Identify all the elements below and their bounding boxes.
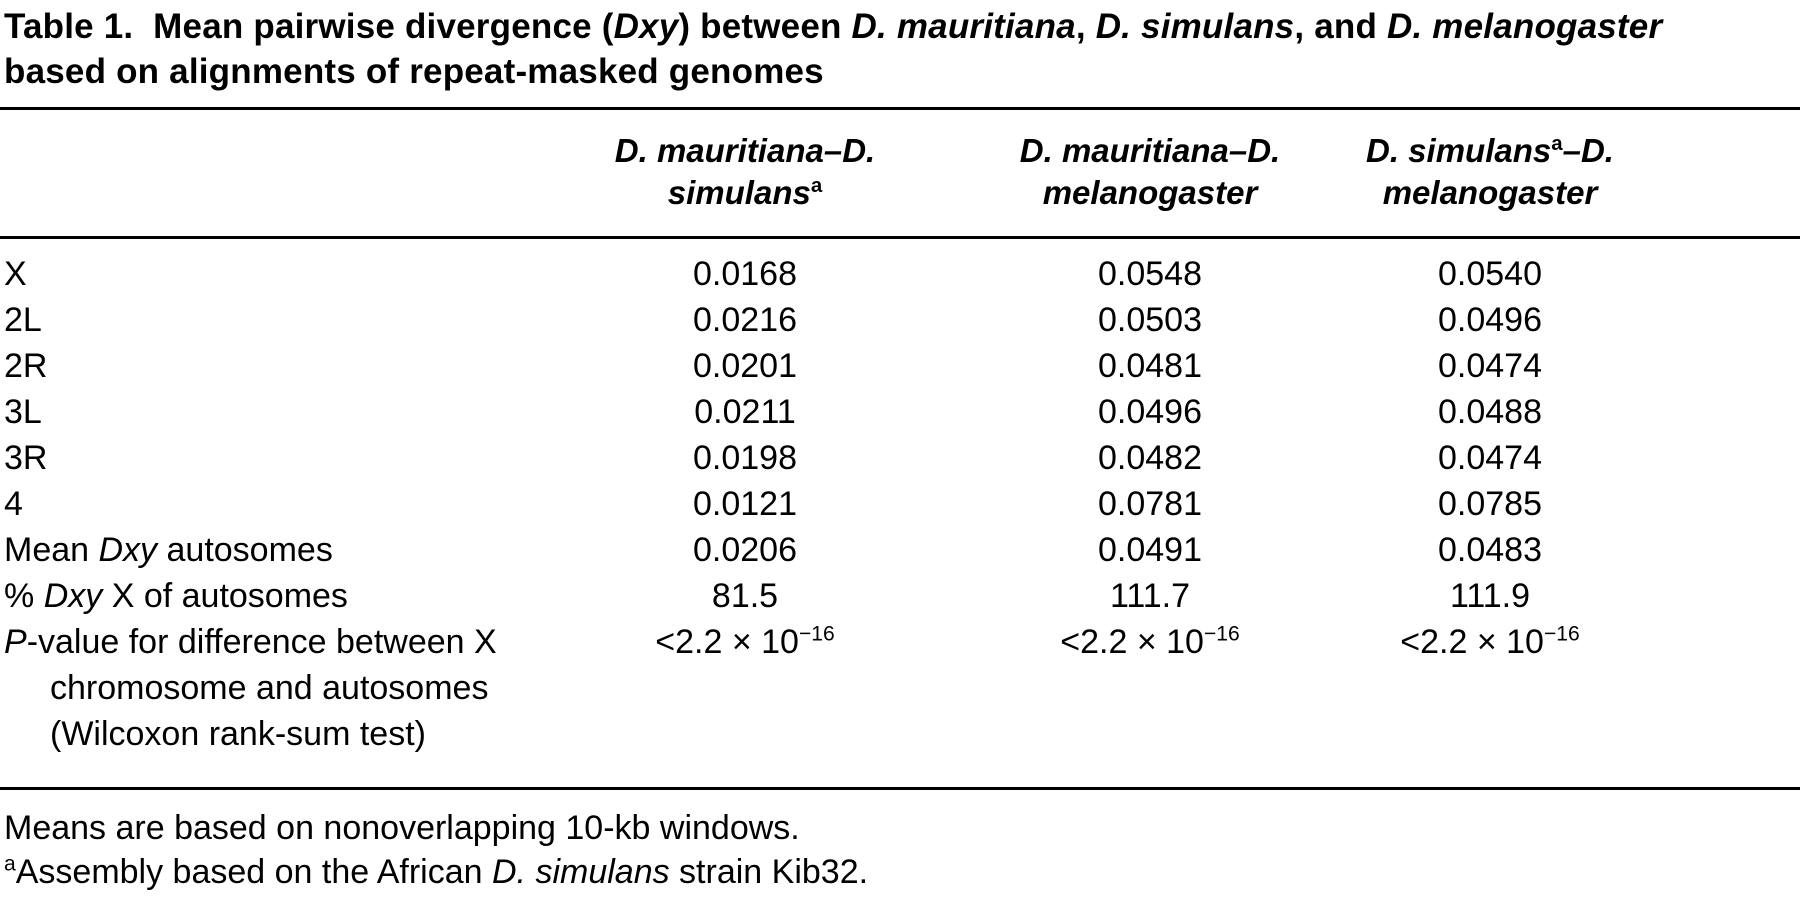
table-row-p-value: P-value for difference between X chromos… [0, 619, 1800, 789]
data-cell: 0.0488 [1438, 393, 1542, 431]
data-cell: 0.0201 [693, 347, 797, 385]
data-cell: 0.0496 [1438, 301, 1542, 339]
data-cell: 81.5 [711, 577, 779, 615]
header-row: D. mauritiana–D. simulansa D. mauritiana… [0, 108, 1800, 239]
table-title: Table 1. Mean pairwise divergence (Dxy) … [4, 7, 1663, 91]
data-cell: 0.0548 [1098, 255, 1202, 293]
data-cell: 0.0503 [1098, 301, 1202, 339]
divergence-table: D. mauritiana–D. simulansa D. mauritiana… [0, 107, 1800, 790]
data-cell: 0.0211 [694, 393, 796, 431]
table-row-mean-dxy-autosomes: Mean Dxy autosomes 0.0206 0.0491 0.0483 [0, 527, 1800, 573]
data-cell: <2.2 × 10−16 [655, 622, 835, 661]
data-cell: 0.0198 [693, 439, 797, 477]
row-label: 4 [4, 485, 23, 523]
data-cell: 0.0496 [1098, 393, 1202, 431]
row-label: 2R [4, 347, 48, 385]
row-label: P-value for difference between X chromos… [4, 623, 497, 753]
row-label: X [4, 255, 27, 293]
data-cell: 0.0168 [693, 255, 797, 293]
data-cell: 0.0785 [1438, 485, 1542, 523]
table-row-percent-dxy-x: % Dxy X of autosomes 81.5 111.7 111.9 [0, 573, 1800, 619]
row-label: Mean Dxy autosomes [4, 531, 333, 569]
data-cell: 0.0781 [1098, 485, 1202, 523]
data-cell: 0.0481 [1098, 347, 1202, 385]
row-label: % Dxy X of autosomes [4, 577, 348, 615]
data-cell: <2.2 × 10−16 [1400, 622, 1580, 661]
footnote-windows: Means are based on nonoverlapping 10-kb … [4, 809, 800, 847]
data-cell: 0.0206 [693, 531, 797, 569]
table-row-4: 4 0.0121 0.0781 0.0785 [0, 481, 1800, 527]
table-row-x: X 0.0168 0.0548 0.0540 [0, 238, 1800, 298]
data-cell: 0.0121 [693, 485, 797, 523]
row-label: 3L [4, 393, 42, 431]
footnote-assembly: aAssembly based on the African D. simula… [4, 852, 869, 891]
data-cell: <2.2 × 10−16 [1060, 622, 1240, 661]
data-cell: 0.0540 [1438, 255, 1542, 293]
column-header-mauritiana-simulans: D. mauritiana–D. simulansa [550, 108, 940, 239]
table-footnotes: Means are based on nonoverlapping 10-kb … [0, 790, 1800, 894]
data-cell: 0.0216 [693, 301, 797, 339]
data-cell: 0.0482 [1098, 439, 1202, 477]
column-header-mauritiana-melanogaster: D. mauritiana–D. melanogaster [940, 108, 1360, 239]
data-cell: 111.9 [1449, 577, 1531, 615]
row-label: 2L [4, 301, 42, 339]
table-row-2r: 2R 0.0201 0.0481 0.0474 [0, 343, 1800, 389]
header-spacer-cell [0, 108, 550, 239]
data-cell: 0.0491 [1098, 531, 1202, 569]
data-cell: 0.0474 [1438, 439, 1542, 477]
data-cell: 111.7 [1109, 577, 1191, 615]
data-cell: 0.0483 [1438, 531, 1542, 569]
column-header-simulans-melanogaster: D. simulansa–D. melanogaster [1360, 108, 1800, 239]
table-row-2l: 2L 0.0216 0.0503 0.0496 [0, 297, 1800, 343]
data-cell: 0.0474 [1438, 347, 1542, 385]
table-row-3r: 3R 0.0198 0.0482 0.0474 [0, 435, 1800, 481]
row-label: 3R [4, 439, 48, 477]
table-row-3l: 3L 0.0211 0.0496 0.0488 [0, 389, 1800, 435]
